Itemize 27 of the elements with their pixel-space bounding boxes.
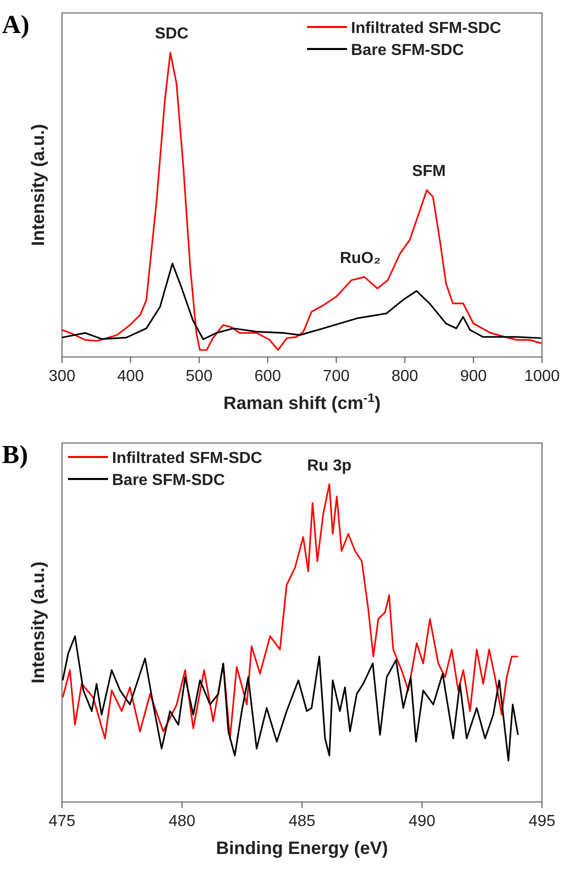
legend-label: Infiltrated SFM-SDC — [351, 20, 502, 37]
x-tick-label: 1000 — [524, 368, 560, 385]
x-tick-label: 800 — [392, 368, 418, 385]
annotation: SFM — [412, 163, 446, 180]
x-tick-label: 400 — [117, 368, 144, 385]
x-tick-label: 475 — [48, 813, 76, 830]
x-tick-label: 300 — [48, 368, 76, 385]
x-tick-label: 700 — [322, 368, 350, 385]
annotation: SDC — [154, 26, 190, 43]
legend-label: Bare SFM-SDC — [351, 42, 464, 59]
x-axis-title: Raman shift (cm$^{-1}$) — [223, 391, 381, 413]
annotation: RuO₂ — [340, 250, 381, 267]
chart-title: B) — [2, 440, 28, 469]
x-tick-label: 485 — [288, 813, 316, 830]
x-tick-label: 480 — [168, 813, 196, 830]
chart-title: A) — [2, 10, 30, 39]
x-axis-title: Binding Energy (eV) — [216, 838, 388, 858]
x-tick-label: 490 — [408, 813, 436, 830]
y-axis-title: Intensity (a.u.) — [28, 561, 48, 684]
y-axis-title: Intensity (a.u.) — [28, 124, 48, 246]
legend-label: Bare SFM-SDC — [112, 472, 226, 489]
legend-label: Infiltrated SFM-SDC — [112, 450, 263, 467]
x-tick-label: 600 — [254, 368, 282, 385]
x-tick-label: 900 — [460, 368, 487, 385]
x-tick-label: 500 — [186, 368, 213, 385]
annotation: Ru 3p — [307, 457, 352, 474]
x-tick-label: 495 — [528, 813, 556, 830]
